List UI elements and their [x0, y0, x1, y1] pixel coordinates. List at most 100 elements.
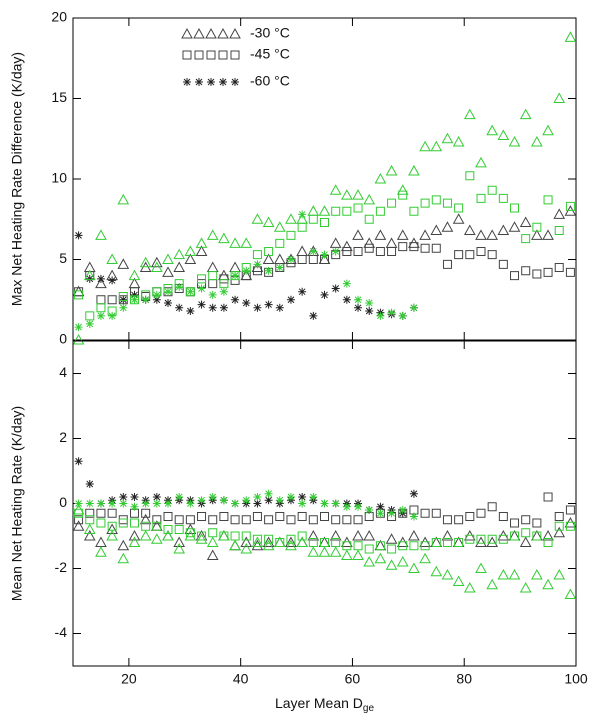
data-point [252, 250, 262, 260]
data-point [297, 255, 307, 264]
data-point [385, 237, 398, 248]
data-point [74, 508, 84, 518]
data-point [251, 536, 264, 547]
data-point [130, 290, 139, 299]
data-point [442, 198, 452, 208]
data-point [296, 245, 308, 256]
data-point [163, 287, 173, 297]
data-point [554, 512, 564, 521]
data-point [72, 333, 85, 345]
data-point [150, 533, 163, 544]
data-point [262, 536, 275, 547]
data-point [85, 319, 94, 328]
data-point [519, 581, 532, 593]
data-point [398, 311, 407, 320]
data-point [74, 323, 83, 332]
data-point [364, 243, 374, 253]
data-point [286, 230, 296, 240]
data-point [242, 298, 251, 307]
data-point [240, 542, 253, 554]
data-point [275, 263, 284, 272]
data-point [273, 221, 286, 232]
data-point [341, 240, 353, 252]
data-point [117, 552, 130, 564]
data-point [74, 290, 84, 300]
data-point [162, 266, 174, 277]
data-point [486, 536, 499, 547]
data-point [141, 521, 151, 531]
data-point [354, 295, 363, 304]
y-axis-label: Mean Net Heating Rate (K/day) [9, 406, 25, 601]
data-point [173, 248, 186, 260]
x-axis-label-main: Layer Mean D [275, 695, 363, 711]
data-point [208, 271, 218, 281]
data-point [164, 499, 173, 508]
data-point [532, 222, 542, 232]
data-point [106, 523, 118, 534]
data-point [175, 282, 184, 291]
data-point [108, 276, 117, 285]
legend-marker [230, 50, 240, 60]
data-point [152, 499, 161, 508]
data-point [275, 303, 284, 312]
legend-label: -45 °C [250, 46, 290, 62]
data-point [554, 521, 564, 531]
legend-marker [205, 27, 217, 39]
data-point [118, 292, 128, 302]
y-tick-label: 0 [59, 494, 67, 510]
data-point [286, 534, 296, 544]
data-point [74, 231, 83, 240]
data-point [553, 568, 566, 580]
data-point [476, 246, 486, 256]
data-point [197, 512, 207, 521]
data-point [186, 307, 195, 316]
data-point [275, 512, 285, 521]
data-point [487, 185, 497, 195]
legend-marker [193, 27, 205, 39]
data-point [497, 568, 510, 580]
data-point [285, 213, 297, 224]
data-point [85, 515, 95, 525]
data-point [298, 210, 307, 219]
x-axis-label: Layer Mean Dge [275, 695, 374, 714]
data-point [174, 283, 184, 293]
data-point [208, 279, 218, 289]
data-point [385, 164, 398, 176]
data-point [83, 269, 96, 281]
data-point [409, 541, 419, 551]
data-point [318, 205, 331, 216]
data-point [376, 509, 385, 518]
data-point [365, 307, 374, 316]
data-point [342, 246, 352, 256]
data-point [387, 509, 396, 518]
data-point [251, 539, 264, 551]
data-point [396, 229, 409, 240]
data-point [229, 237, 241, 248]
data-point [129, 295, 139, 305]
data-point [298, 499, 307, 508]
data-point [163, 283, 173, 293]
data-point [96, 508, 106, 518]
data-point [320, 538, 329, 547]
data-point [298, 493, 307, 501]
data-point [208, 290, 217, 299]
data-point [554, 226, 564, 236]
data-point [186, 287, 195, 296]
data-point [117, 193, 130, 205]
data-point [152, 287, 162, 297]
data-point [219, 279, 229, 289]
data-point [510, 271, 520, 281]
x-tick-label: 80 [456, 671, 472, 687]
data-point [564, 588, 577, 599]
data-point [320, 290, 329, 299]
data-point [375, 206, 385, 216]
data-point [510, 203, 520, 213]
data-point [264, 534, 274, 544]
data-point [420, 243, 430, 253]
data-point [275, 496, 284, 505]
data-point [206, 549, 219, 560]
data-point [208, 528, 218, 538]
data-point [564, 31, 577, 42]
data-point [532, 531, 542, 541]
data-point [398, 242, 408, 252]
